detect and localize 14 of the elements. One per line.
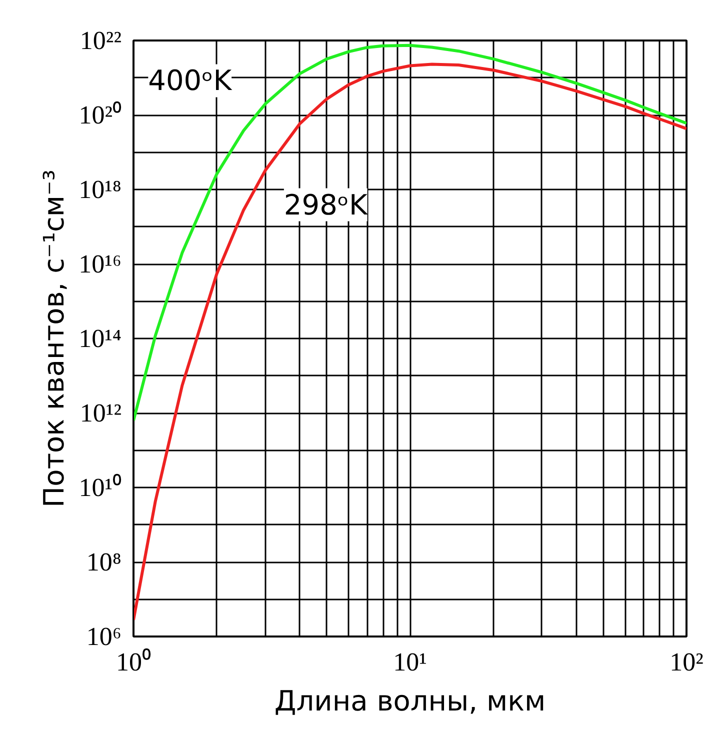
y-tick-label: 10²² bbox=[80, 26, 122, 55]
x-tick-label: 10² bbox=[670, 648, 704, 676]
y-tick-label: 10¹⁰ bbox=[78, 473, 122, 502]
y-axis-title: Поток квантов, с⁻¹см⁻³ bbox=[38, 170, 71, 508]
y-tick-label: 10¹⁶ bbox=[78, 250, 122, 278]
y-tick-label: 10⁸ bbox=[86, 548, 122, 576]
y-tick-label: 10¹⁴ bbox=[78, 324, 122, 353]
series-label: 400ᵒK bbox=[148, 64, 232, 98]
series-label: 298ᵒK bbox=[284, 188, 368, 222]
x-axis-title: Длина волны, мкм bbox=[274, 684, 546, 718]
x-tick-label: 10¹ bbox=[393, 648, 427, 676]
y-tick-label: 10²⁰ bbox=[78, 100, 122, 130]
y-tick-label: 10¹² bbox=[80, 398, 122, 428]
y-tick-label: 10¹⁸ bbox=[78, 175, 122, 204]
